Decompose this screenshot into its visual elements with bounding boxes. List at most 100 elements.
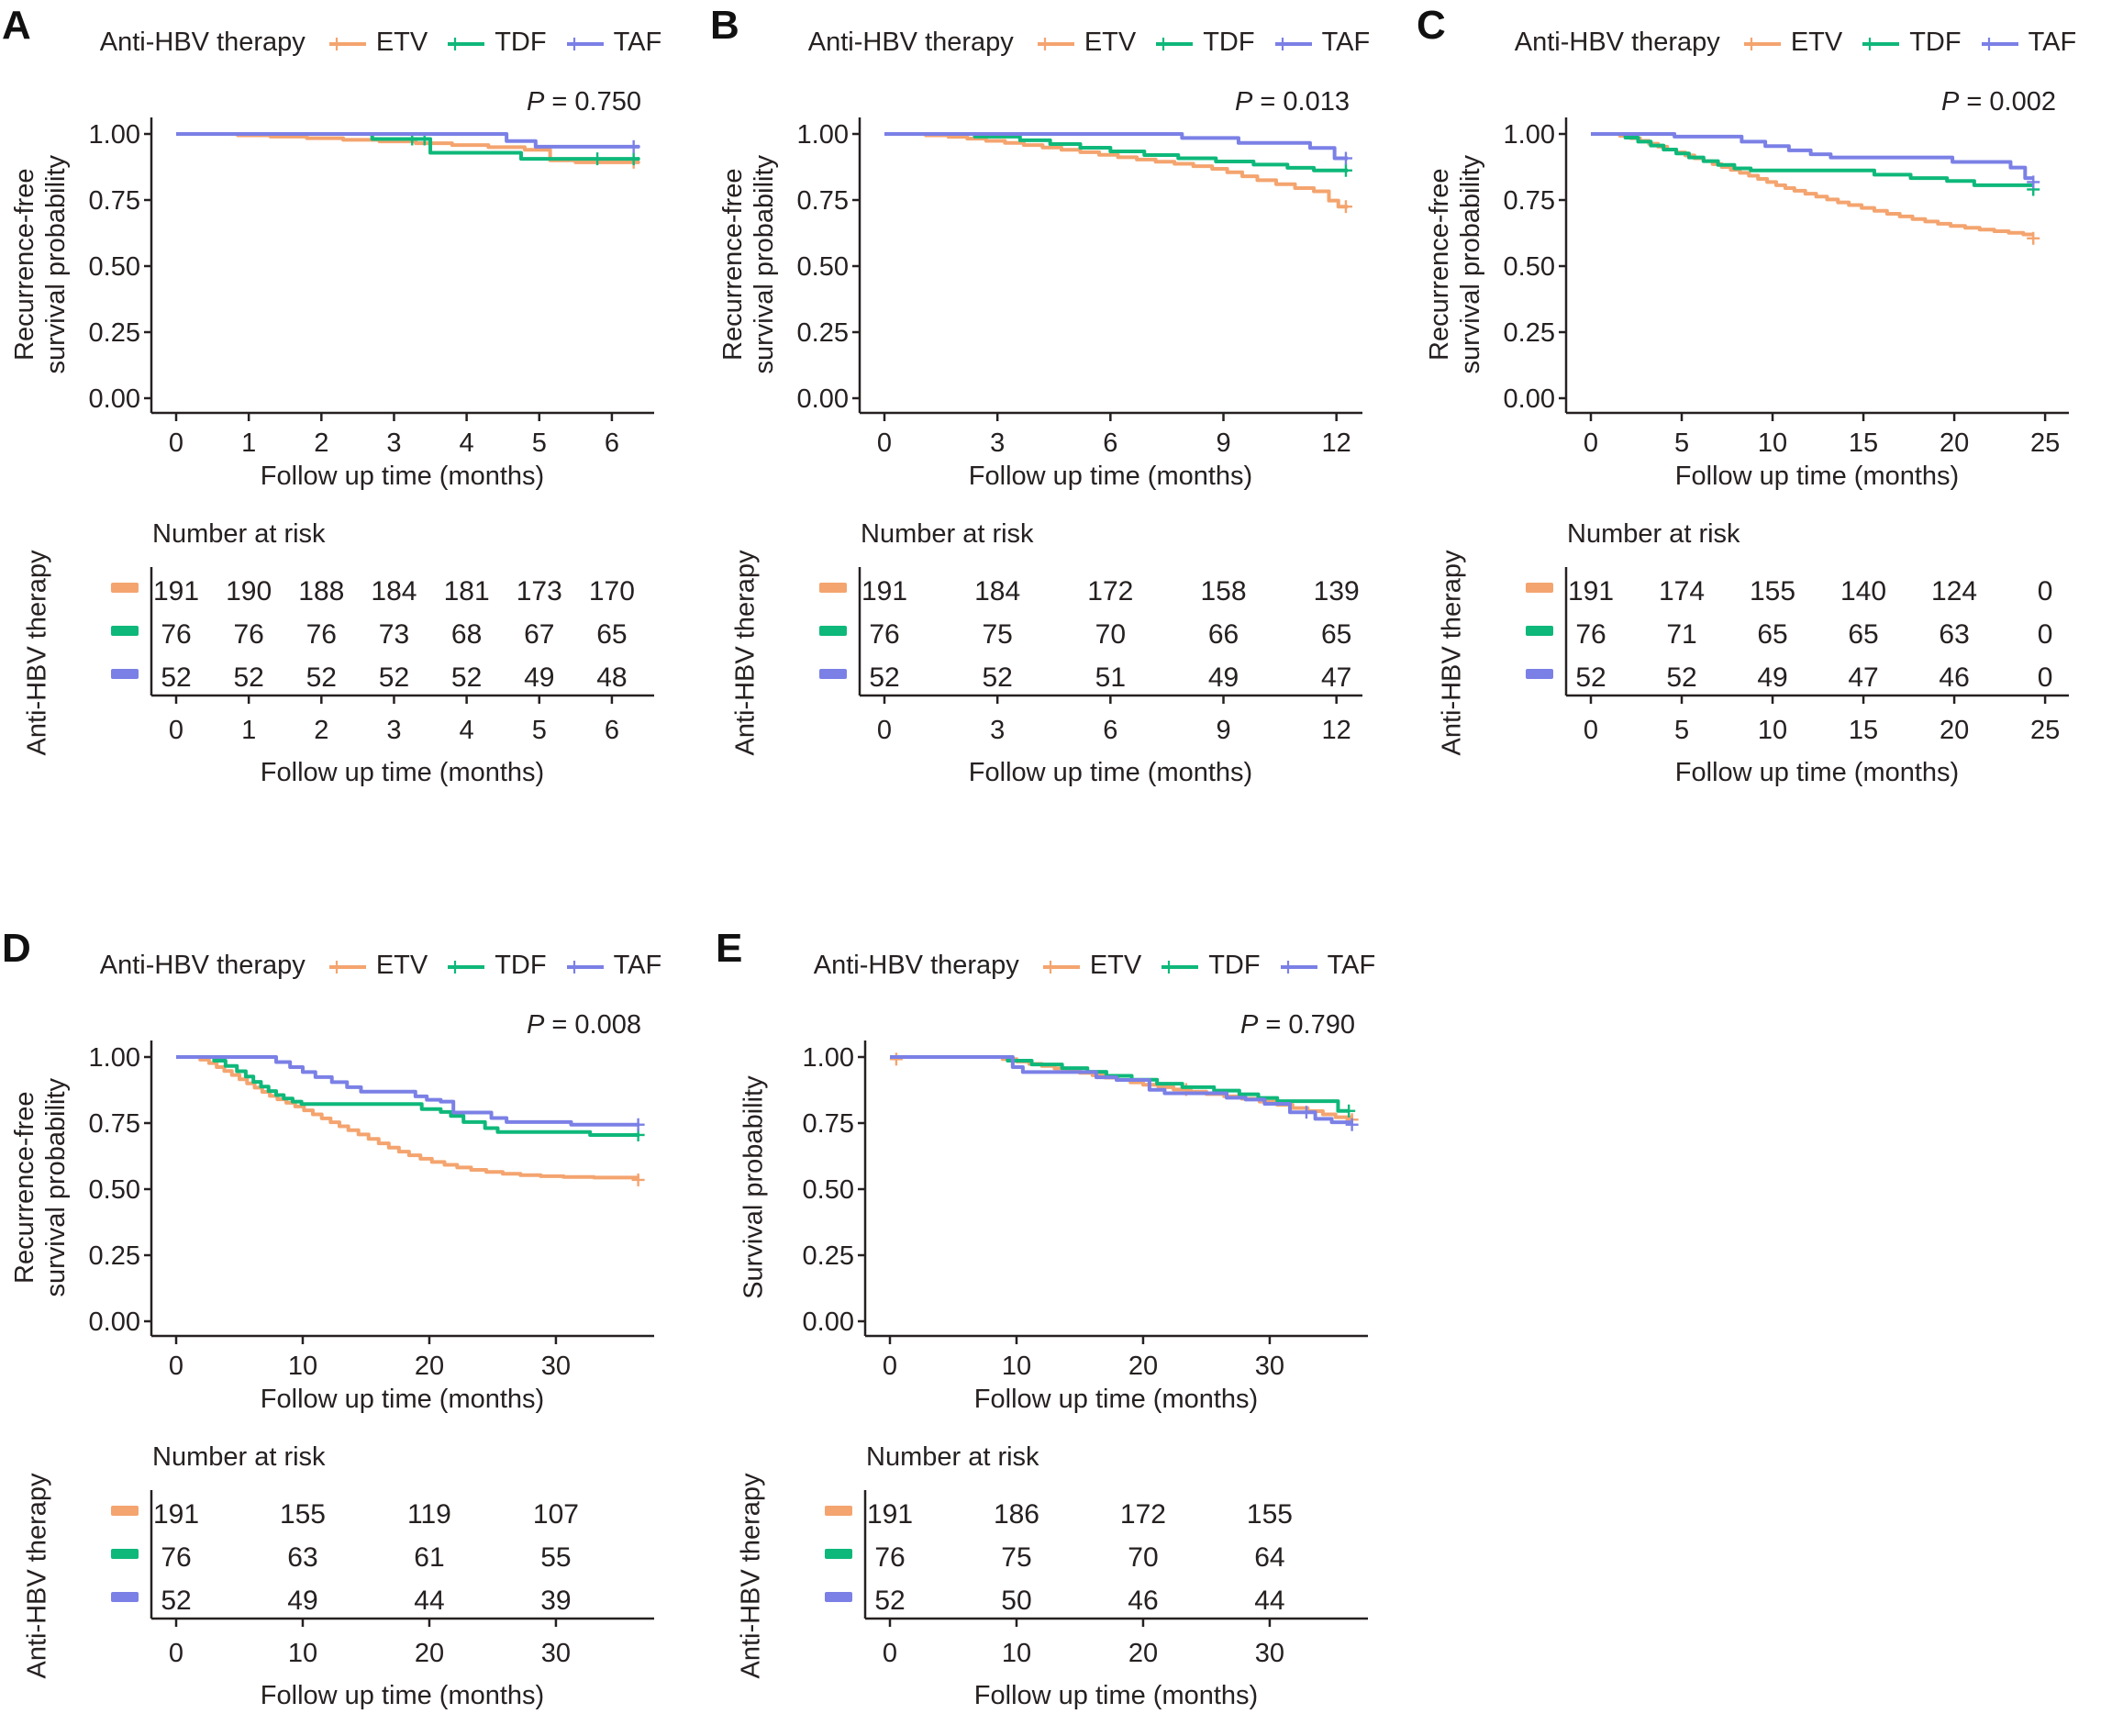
risk-x-tick-label: 30: [1255, 1639, 1284, 1668]
x-tick-label: 3: [990, 428, 1005, 458]
risk-x-tick-label: 5: [1674, 716, 1689, 745]
risk-table-content: 191 174 155 140 124 0 76 71 65 65 63 0 52 52 49 47 46 0 0 5…: [1526, 567, 2069, 745]
x-tick-label: 2: [314, 428, 328, 458]
risk-table-y-label: Anti-HBV therapy: [1437, 549, 1467, 756]
y-axis-label-line: survival probability: [750, 154, 780, 374]
risk-count: 76: [233, 619, 263, 650]
legend-key-icon: [328, 37, 366, 50]
x-tick-label: 0: [1584, 428, 1598, 458]
risk-row-swatch-tdf: [1526, 626, 1553, 636]
km-curve-tdf: [890, 1055, 1350, 1113]
y-axis-label: Survival probability: [714, 995, 795, 1380]
x-tick-label: 20: [1128, 1352, 1158, 1381]
panel-A: A Anti-HBV therapy ETV TDF TAF Recurrence-…: [0, 6, 708, 813]
legend-item-label: ETV: [1084, 28, 1137, 57]
km-plot-content: 1.00 0.75 0.50 0.25 0.00 0 10 20 30 P = 0.790: [803, 1010, 1368, 1381]
risk-count: 0: [2038, 576, 2053, 606]
censor-marks-etv: [1339, 200, 1352, 214]
risk-x-tick-label: 6: [605, 716, 619, 745]
legend-item-etv: ETV: [326, 951, 428, 981]
risk-table: 191 155 119 107 76 63 61 55 52 49 44 39 0 10 20 30: [111, 1490, 654, 1668]
risk-table: 191 184 172 158 139 76 75 70 66 65 52 52 51 49 47 0 3 6 9 1…: [819, 567, 1362, 745]
risk-count: 49: [1757, 662, 1787, 693]
x-tick-label: 0: [877, 428, 892, 458]
p-value-label: P = 0.008: [527, 1010, 641, 1040]
y-axis-label-line: survival probability: [1456, 154, 1486, 374]
legend-title: Anti-HBV therapy: [99, 951, 306, 980]
legend-title: Anti-HBV therapy: [807, 28, 1014, 57]
risk-count: 49: [524, 662, 554, 693]
risk-count: 155: [280, 1499, 326, 1530]
legend-item-label: ETV: [1089, 951, 1142, 980]
risk-count: 68: [451, 619, 482, 650]
km-plot: 1.00 0.75 0.50 0.25 0.00 0 10 20 30 P = 0.790: [803, 1010, 1368, 1381]
x-tick-label: 4: [460, 428, 474, 458]
legend-item-taf: TAF: [1277, 951, 1376, 981]
legend-item-tdf: TDF: [444, 951, 547, 981]
risk-count: 52: [379, 662, 409, 693]
x-tick-label: 12: [1322, 428, 1351, 458]
risk-row-swatch-taf: [111, 669, 139, 679]
legend-key-icon: [448, 960, 485, 974]
legend-item-tdf: TDF: [1158, 951, 1261, 981]
legend-item-label: TAF: [1327, 951, 1376, 980]
risk-table-y-label: Anti-HBV therapy: [736, 1472, 766, 1679]
risk-count: 191: [861, 576, 907, 606]
risk-x-tick-label: 30: [541, 1639, 571, 1668]
risk-count: 191: [1568, 576, 1614, 606]
km-curve-tdf: [176, 1055, 639, 1137]
risk-count: 184: [371, 576, 417, 606]
risk-count: 52: [306, 662, 337, 693]
risk-count: 76: [161, 1542, 191, 1573]
x-tick-label: 6: [605, 428, 619, 458]
risk-count: 76: [1575, 619, 1606, 650]
x-axis-label: Follow up time (months): [968, 462, 1253, 491]
risk-x-tick-label: 4: [460, 716, 474, 745]
risk-count: 52: [1666, 662, 1696, 693]
legend-item-label: TDF: [1208, 951, 1261, 980]
km-curve-etv: [890, 1055, 1353, 1119]
risk-x-tick-label: 0: [1584, 716, 1598, 745]
risk-table-y-label: Anti-HBV therapy: [730, 549, 761, 756]
risk-count: 188: [298, 576, 344, 606]
risk-table-title: Number at risk: [861, 519, 1034, 549]
risk-count: 71: [1666, 619, 1696, 650]
risk-count: 66: [1208, 619, 1239, 650]
y-axis-label-line: Recurrence-free: [1424, 168, 1454, 361]
x-axis-label: Follow up time (months): [973, 1385, 1259, 1414]
km-curve-tdf: [1591, 132, 2035, 187]
legend-item-label: TAF: [2028, 28, 2077, 57]
x-tick-label: 30: [1255, 1352, 1284, 1381]
legend-key-icon: [1042, 960, 1080, 974]
legend-item-etv: ETV: [1039, 951, 1141, 981]
x-tick-label: 3: [386, 428, 401, 458]
km-curve-etv: [176, 1055, 639, 1180]
x-tick-label: 5: [1674, 428, 1689, 458]
risk-count: 119: [407, 1499, 451, 1530]
risk-count: 44: [1254, 1586, 1284, 1616]
risk-x-tick-label: 0: [877, 716, 892, 745]
km-plot: 1.00 0.75 0.50 0.25 0.00 0 3 6 9 12 P = 0.013: [797, 87, 1362, 458]
y-axis-label: Recurrence-free survival probability: [708, 72, 789, 457]
risk-count: 65: [1848, 619, 1878, 650]
km-curve-tdf: [884, 132, 1348, 172]
censor-marks-taf: [2027, 175, 2040, 189]
legend-key-icon: [1274, 37, 1312, 50]
legend: Anti-HBV therapy ETV TDF TAF: [1479, 28, 2112, 58]
legend-key-icon: [1743, 37, 1781, 50]
risk-count: 181: [444, 576, 490, 606]
risk-count: 52: [451, 662, 482, 693]
risk-count: 63: [287, 1542, 317, 1573]
y-axis-label: Recurrence-free survival probability: [0, 72, 81, 457]
risk-row-swatch-etv: [111, 1506, 139, 1516]
risk-count: 52: [982, 662, 1012, 693]
km-plot-content: 1.00 0.75 0.50 0.25 0.00 0 5 10 15 20 25 P = 0.002: [1504, 87, 2069, 458]
risk-x-tick-label: 0: [169, 1639, 183, 1668]
panel-letter: A: [2, 3, 31, 48]
risk-count: 139: [1314, 576, 1360, 606]
risk-x-tick-label: 1: [241, 716, 256, 745]
risk-row-swatch-etv: [825, 1506, 852, 1516]
censor-marks-etv: [2027, 231, 2040, 245]
legend-item-label: TDF: [1909, 28, 1962, 57]
